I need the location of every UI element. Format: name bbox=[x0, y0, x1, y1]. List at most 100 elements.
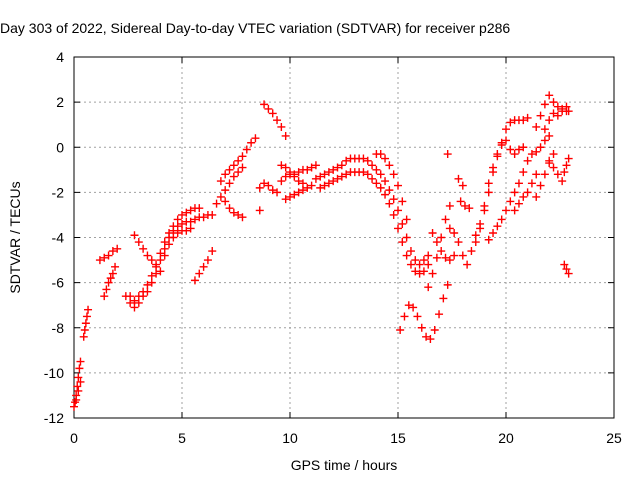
data-point bbox=[411, 267, 420, 276]
data-point bbox=[221, 186, 230, 195]
data-point bbox=[130, 303, 139, 312]
data-point bbox=[432, 238, 441, 247]
data-point bbox=[376, 170, 385, 179]
data-point bbox=[199, 213, 208, 222]
x-tick-label: 0 bbox=[70, 430, 78, 446]
data-point bbox=[558, 177, 567, 186]
y-tick-label: -12 bbox=[44, 410, 64, 426]
data-point bbox=[394, 206, 402, 215]
data-point bbox=[169, 233, 178, 242]
data-point bbox=[458, 181, 467, 190]
data-point bbox=[549, 163, 558, 172]
data-point bbox=[389, 170, 398, 179]
data-point bbox=[564, 269, 573, 278]
data-point bbox=[182, 208, 191, 217]
data-point bbox=[514, 145, 523, 154]
data-point bbox=[536, 111, 545, 120]
data-point bbox=[376, 150, 385, 159]
data-point bbox=[104, 251, 113, 260]
data-point bbox=[510, 150, 519, 159]
data-point bbox=[273, 116, 282, 125]
data-point bbox=[84, 305, 93, 314]
data-point bbox=[273, 188, 282, 197]
data-point bbox=[225, 179, 234, 188]
data-point bbox=[320, 181, 329, 190]
data-point bbox=[195, 204, 204, 213]
data-point bbox=[238, 163, 247, 172]
x-axis-label: GPS time / hours bbox=[291, 457, 398, 473]
data-point bbox=[79, 332, 88, 341]
data-point bbox=[443, 280, 452, 289]
data-point bbox=[320, 170, 329, 179]
data-point bbox=[527, 150, 536, 159]
data-point bbox=[471, 238, 480, 247]
data-point bbox=[186, 217, 195, 226]
data-point bbox=[195, 269, 204, 278]
data-point bbox=[454, 174, 463, 183]
data-point bbox=[95, 256, 104, 265]
data-point bbox=[396, 326, 405, 335]
data-point bbox=[147, 271, 156, 280]
data-point bbox=[514, 179, 523, 188]
data-point bbox=[160, 238, 169, 247]
data-point bbox=[363, 156, 372, 165]
data-point bbox=[415, 269, 424, 278]
data-point bbox=[398, 238, 407, 247]
data-point bbox=[385, 199, 394, 208]
data-point bbox=[532, 122, 541, 131]
data-point bbox=[203, 256, 212, 265]
data-point bbox=[216, 192, 225, 201]
data-point bbox=[502, 136, 510, 145]
data-point bbox=[152, 269, 161, 278]
data-point bbox=[255, 206, 264, 215]
data-point bbox=[165, 228, 174, 237]
data-point bbox=[108, 247, 117, 256]
data-point bbox=[160, 244, 169, 253]
data-point bbox=[402, 251, 411, 260]
data-point bbox=[134, 238, 143, 247]
data-point bbox=[303, 165, 312, 174]
data-point bbox=[139, 287, 148, 296]
data-point bbox=[100, 253, 109, 262]
data-point bbox=[385, 161, 394, 170]
data-point bbox=[80, 326, 89, 335]
data-point bbox=[147, 278, 156, 287]
data-point bbox=[437, 233, 446, 242]
data-point bbox=[443, 150, 452, 159]
data-point bbox=[502, 125, 510, 134]
data-point bbox=[277, 122, 286, 131]
data-point bbox=[238, 213, 247, 222]
data-point bbox=[406, 247, 415, 256]
data-point bbox=[419, 267, 428, 276]
data-point bbox=[156, 267, 165, 276]
y-tick-label: -10 bbox=[44, 365, 64, 381]
data-point bbox=[372, 179, 381, 188]
data-point bbox=[545, 159, 554, 168]
data-point bbox=[398, 197, 407, 206]
data-point bbox=[294, 168, 303, 177]
data-point bbox=[333, 174, 342, 183]
data-point bbox=[409, 303, 418, 312]
data-point bbox=[294, 177, 303, 186]
data-point bbox=[493, 222, 502, 231]
data-point bbox=[560, 168, 569, 177]
data-series bbox=[70, 91, 573, 411]
data-point bbox=[553, 102, 562, 111]
data-point bbox=[484, 188, 493, 197]
data-point bbox=[221, 197, 230, 206]
data-point bbox=[540, 100, 549, 109]
data-point bbox=[182, 226, 191, 235]
data-point bbox=[281, 131, 290, 140]
data-point bbox=[437, 247, 446, 256]
data-point bbox=[389, 195, 398, 204]
data-point bbox=[527, 179, 536, 188]
data-point bbox=[450, 228, 459, 237]
data-point bbox=[268, 186, 277, 195]
data-point bbox=[75, 364, 84, 373]
data-point bbox=[229, 161, 238, 170]
data-point bbox=[225, 204, 234, 213]
data-point bbox=[381, 154, 390, 163]
data-point bbox=[311, 174, 320, 183]
data-point bbox=[489, 228, 498, 237]
